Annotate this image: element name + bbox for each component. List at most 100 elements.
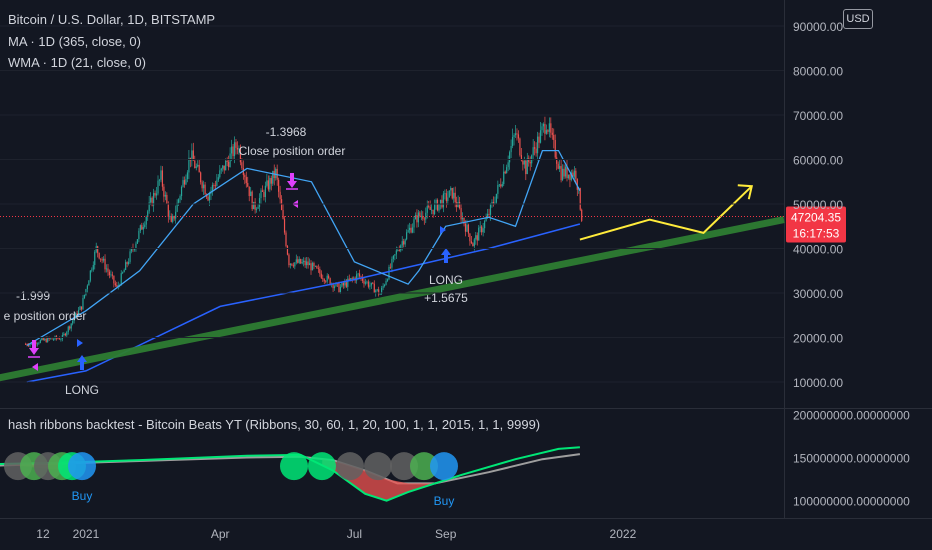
- candle-up: [41, 338, 43, 341]
- candle-up: [438, 203, 440, 211]
- candle-down: [300, 259, 302, 264]
- candle-up: [85, 289, 87, 295]
- candle-down: [529, 162, 531, 164]
- candle-down: [24, 344, 27, 345]
- candle-down: [154, 193, 156, 196]
- right-long-label: LONG: [429, 273, 463, 287]
- candle-up: [120, 273, 122, 286]
- candle-up: [498, 184, 500, 186]
- indicator-legend[interactable]: hash ribbons backtest - Bitcoin Beats YT…: [8, 417, 541, 432]
- candle-up: [414, 215, 417, 220]
- candle-down: [579, 188, 581, 210]
- candle-down: [456, 202, 458, 208]
- candle-up: [497, 184, 499, 194]
- candle-down: [481, 226, 483, 233]
- candle-down: [282, 210, 284, 219]
- candle-down: [348, 278, 350, 280]
- candle-down: [361, 277, 364, 281]
- candle-down: [317, 268, 319, 270]
- candle-up: [353, 277, 355, 279]
- candle-up: [350, 278, 352, 280]
- bar-countdown: 16:17:53: [793, 226, 840, 240]
- candle-down: [454, 192, 456, 203]
- candle-up: [253, 201, 255, 210]
- candle-up: [485, 218, 487, 222]
- candle-down: [292, 265, 294, 267]
- candle-down: [270, 177, 272, 184]
- candle-down: [291, 263, 293, 266]
- candle-up: [394, 254, 396, 256]
- candle-up: [36, 343, 38, 345]
- candle-down: [572, 172, 574, 177]
- candle-up: [269, 177, 271, 190]
- candle-up: [426, 206, 428, 213]
- candle-up: [570, 172, 573, 180]
- candle-up: [44, 338, 46, 341]
- candle-up: [130, 248, 133, 252]
- candle-up: [295, 259, 297, 263]
- candle-up: [379, 293, 381, 295]
- candle-down: [58, 338, 61, 340]
- candle-down: [304, 260, 306, 266]
- candle-down: [525, 160, 527, 175]
- candle-up: [164, 194, 166, 197]
- candle-down: [173, 215, 175, 219]
- candle-up: [382, 285, 384, 288]
- candle-up: [559, 166, 561, 169]
- candle-up: [139, 225, 141, 231]
- candle-up: [420, 215, 422, 217]
- candle-up: [82, 298, 84, 310]
- candle-down: [534, 147, 536, 149]
- last-price-badge: [786, 206, 846, 243]
- candle-up: [219, 170, 221, 178]
- candle-down: [207, 196, 209, 201]
- candle-up: [176, 202, 178, 212]
- candle-up: [52, 339, 55, 341]
- candle-down: [248, 186, 250, 197]
- candle-down: [419, 212, 421, 217]
- symbol-title[interactable]: Bitcoin / U.S. Dollar, 1D, BITSTAMP: [8, 12, 216, 27]
- candle-down: [488, 213, 490, 215]
- candle-up: [272, 170, 274, 184]
- candle-up: [417, 212, 420, 223]
- candle-up: [158, 179, 161, 181]
- candle-up: [494, 202, 496, 204]
- candle-down: [261, 190, 264, 192]
- candle-down: [535, 148, 537, 154]
- candle-up: [133, 249, 136, 250]
- candle-up: [258, 198, 261, 207]
- candle-up: [144, 224, 146, 228]
- candle-up: [264, 185, 267, 198]
- candle-up: [123, 269, 125, 273]
- candle-down: [27, 345, 30, 346]
- candle-up: [148, 202, 150, 212]
- candle-down: [328, 275, 330, 279]
- candle-up: [138, 230, 140, 240]
- left-long-label: LONG: [65, 383, 99, 397]
- candle-down: [432, 209, 434, 215]
- candle-down: [280, 199, 283, 211]
- candle-down: [322, 278, 324, 280]
- candle-up: [289, 263, 292, 266]
- wma-legend[interactable]: WMA · 1D (21, close, 0): [8, 55, 146, 70]
- candle-up: [335, 283, 337, 287]
- candle-up: [50, 338, 52, 340]
- candle-down: [422, 215, 424, 219]
- candle-up: [539, 130, 542, 143]
- candle-up: [501, 184, 503, 187]
- candle-up: [425, 212, 427, 220]
- currency-button[interactable]: USD: [843, 9, 873, 29]
- candle-up: [357, 273, 359, 275]
- candle-up: [63, 333, 65, 335]
- candle-up: [370, 282, 372, 286]
- candle-down: [338, 283, 340, 293]
- ma-legend[interactable]: MA · 1D (365, close, 0): [8, 34, 141, 49]
- candle-up: [155, 193, 158, 196]
- candle-down: [463, 217, 465, 224]
- candle-up: [395, 250, 397, 255]
- candle-up: [404, 239, 406, 245]
- indicator-tick-label: 150000000.00000000: [793, 452, 910, 466]
- candle-up: [344, 282, 346, 286]
- candle-up: [484, 221, 486, 229]
- ribbon-circle: [410, 452, 438, 481]
